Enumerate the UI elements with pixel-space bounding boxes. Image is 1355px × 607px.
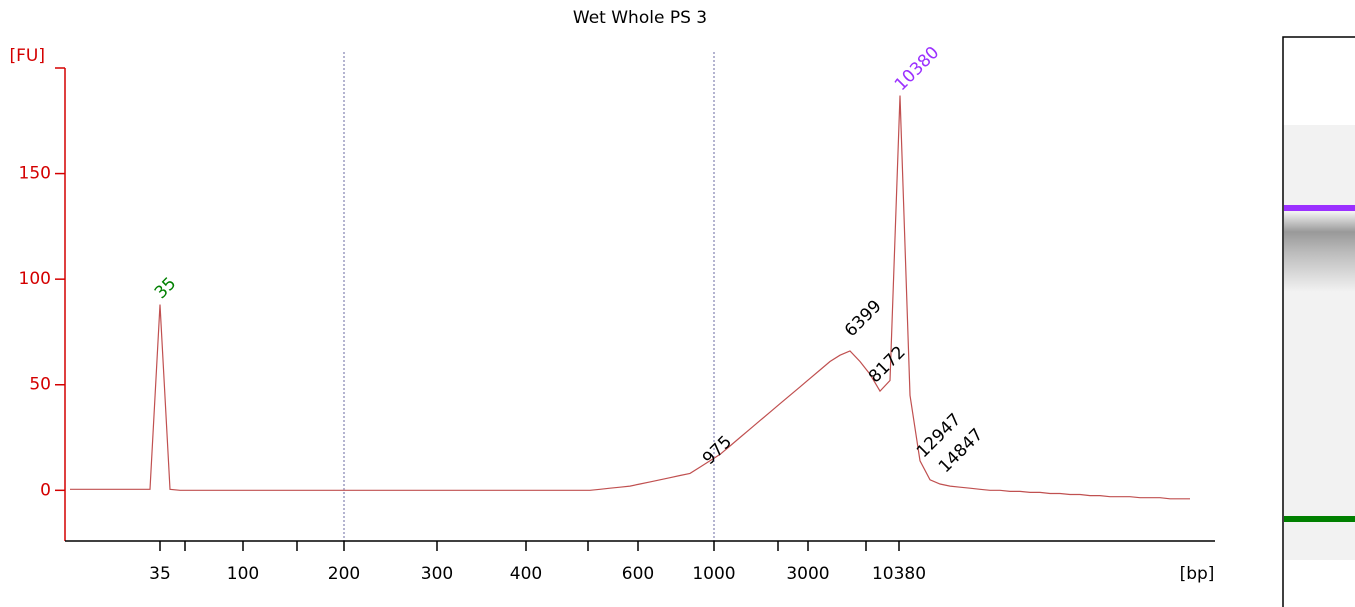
y-tick-label: 150	[19, 164, 51, 184]
y-tick-label: 0	[40, 480, 51, 500]
peak-label: 35	[151, 274, 180, 303]
x-tick-label: 400	[510, 564, 542, 584]
peak-label: 10380	[891, 43, 943, 95]
y-tick-label: 100	[19, 269, 51, 289]
marker-band	[1284, 205, 1355, 211]
x-tick-label: 3000	[786, 564, 829, 584]
x-tick-label: 10380	[872, 564, 926, 584]
x-axis-label: [bp]	[1180, 564, 1215, 584]
x-tick-label: 600	[622, 564, 654, 584]
x-tick-label: 100	[227, 564, 259, 584]
y-axis-label: [FU]	[10, 46, 46, 66]
x-tick-label: 35	[149, 564, 171, 584]
x-tick-label: 300	[421, 564, 453, 584]
x-tick-label: 200	[328, 564, 360, 584]
chart-title: Wet Whole PS 3	[573, 8, 707, 28]
lane-smear	[1284, 212, 1355, 292]
peak-label: 6399	[841, 296, 886, 341]
x-tick-label: 1000	[692, 564, 735, 584]
y-tick-label: 50	[29, 375, 51, 395]
trace	[70, 95, 1190, 500]
marker-band	[1284, 516, 1355, 522]
lane-bg	[1284, 125, 1355, 560]
gel-lane	[1282, 36, 1355, 607]
peak-label: 8172	[865, 342, 910, 387]
peak-label: 975	[699, 432, 736, 469]
